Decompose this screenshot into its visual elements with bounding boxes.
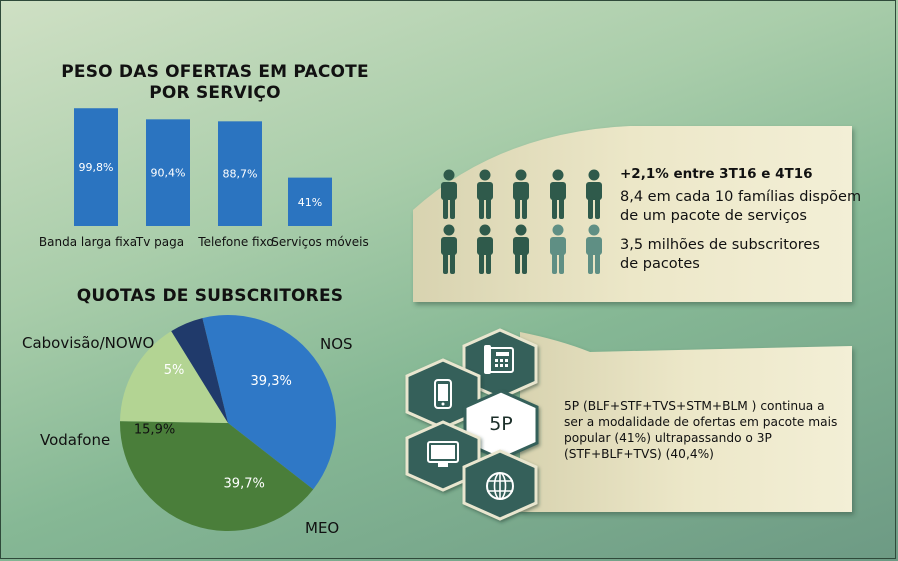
family-card-text: +2,1% entre 3T16 e 4T16 8,4 em cada 10 f… bbox=[620, 166, 861, 274]
bar-chart-title-line1: PESO DAS OFERTAS EM PACOTE bbox=[61, 62, 369, 82]
bar-chart-title-line2: POR SERVIÇO bbox=[149, 83, 281, 103]
bar-chart-title: PESO DAS OFERTAS EM PACOTE POR SERVIÇO bbox=[40, 62, 390, 104]
pie-chart-title: QUOTAS DE SUBSCRITORES bbox=[76, 286, 344, 306]
package-line4: (STF+BLF+TVS) (40,4%) bbox=[564, 447, 714, 461]
subscribers-stat-line1: 3,5 milhões de subscritores bbox=[620, 237, 820, 253]
package-line3: popular (41%) ultrapassando o 3P bbox=[564, 431, 772, 445]
subscribers-stat: 3,5 milhões de subscritores de pacotes bbox=[620, 236, 861, 274]
subscribers-stat-line2: de pacotes bbox=[620, 256, 700, 272]
package-card-text: 5P (BLF+STF+TVS+STM+BLM ) continua a ser… bbox=[564, 398, 837, 462]
families-stat: 8,4 em cada 10 famílias dispõem de um pa… bbox=[620, 188, 861, 226]
5p-badge-label: 5P bbox=[489, 413, 513, 435]
families-stat-line1: 8,4 em cada 10 famílias dispõem bbox=[620, 189, 862, 205]
package-line1: 5P (BLF+STF+TVS+STM+BLM ) continua a bbox=[564, 399, 825, 413]
growth-highlight: +2,1% entre 3T16 e 4T16 bbox=[620, 166, 813, 182]
families-stat-line2: de um pacote de serviços bbox=[620, 208, 807, 224]
package-line2: ser a modalidade de ofertas em pacote ma… bbox=[564, 415, 838, 429]
